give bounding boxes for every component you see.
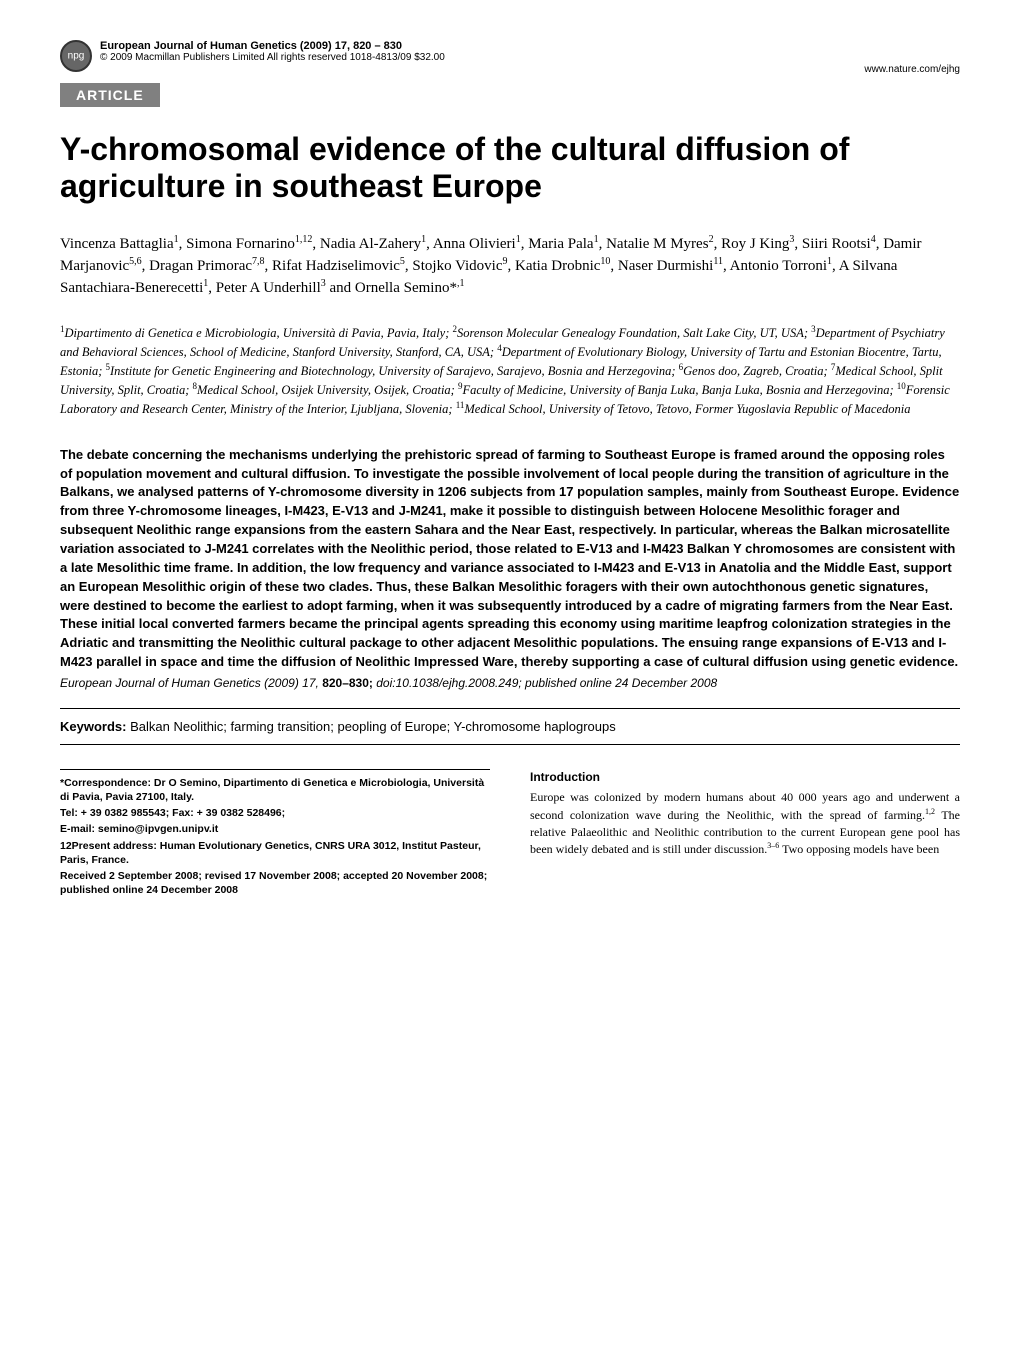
keywords-row: Keywords: Balkan Neolithic; farming tran…	[60, 708, 960, 745]
article-type-badge: ARTICLE	[60, 83, 160, 107]
citation-journal: European Journal of Human Genetics	[60, 676, 261, 690]
correspondence-tel: Tel: + 39 0382 985543; Fax: + 39 0382 52…	[60, 806, 490, 820]
affiliations: 1Dipartimento di Genetica e Microbiologi…	[60, 323, 960, 418]
keywords-label: Keywords:	[60, 719, 126, 734]
citation-doi: doi:10.1038/ejhg.2008.249; published onl…	[376, 676, 717, 690]
journal-url: www.nature.com/ejhg	[60, 64, 960, 75]
npg-logo-icon	[60, 40, 92, 72]
footer-columns: *Correspondence: Dr O Semino, Dipartimen…	[60, 769, 960, 899]
abstract-text: The debate concerning the mechanisms und…	[60, 446, 960, 672]
correspondence-block: *Correspondence: Dr O Semino, Dipartimen…	[60, 769, 490, 899]
present-address: 12Present address: Human Evolutionary Ge…	[60, 839, 490, 867]
citation-pages: 820–830;	[322, 676, 373, 690]
introduction-heading: Introduction	[530, 769, 960, 785]
introduction-column: Introduction Europe was colonized by mod…	[530, 769, 960, 899]
article-title: Y-chromosomal evidence of the cultural d…	[60, 131, 960, 205]
journal-header: European Journal of Human Genetics (2009…	[100, 40, 960, 63]
correspondence-email: E-mail: semino@ipvgen.unipv.it	[60, 822, 490, 836]
copyright-line: © 2009 Macmillan Publishers Limited All …	[100, 52, 960, 63]
introduction-body: Europe was colonized by modern humans ab…	[530, 789, 960, 858]
correspondence-main: *Correspondence: Dr O Semino, Dipartimen…	[60, 776, 490, 804]
keywords-text: Balkan Neolithic; farming transition; pe…	[130, 719, 616, 734]
citation-line: European Journal of Human Genetics (2009…	[60, 676, 960, 690]
citation-year-vol: (2009) 17,	[264, 676, 319, 690]
journal-title-line: European Journal of Human Genetics (2009…	[100, 40, 960, 52]
author-list: Vincenza Battaglia1, Simona Fornarino1,1…	[60, 233, 960, 299]
received-dates: Received 2 September 2008; revised 17 No…	[60, 869, 490, 897]
